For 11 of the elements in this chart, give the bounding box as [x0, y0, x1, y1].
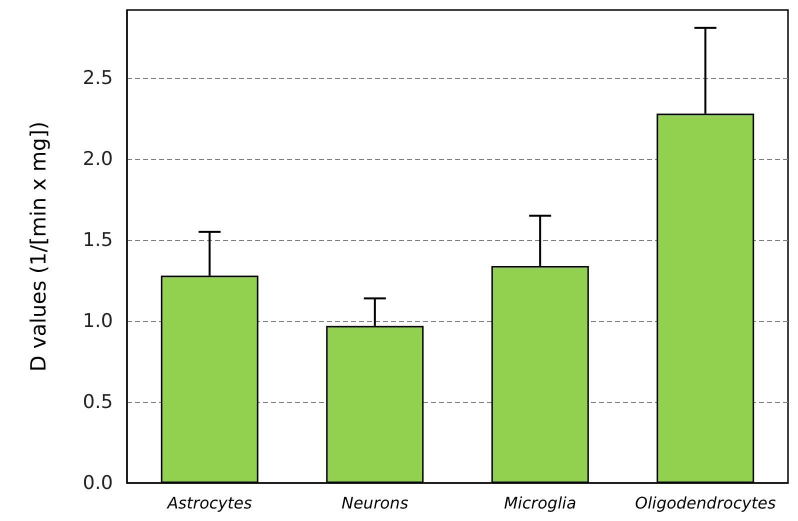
y-tick-label: 1.5 — [82, 229, 113, 252]
x-tick-label: Oligodendrocytes — [634, 494, 776, 512]
y-axis-title: D values (1/[min x mg]) — [26, 121, 50, 372]
x-tick-label: Astrocytes — [166, 494, 252, 512]
y-tick-label: 2.5 — [82, 67, 113, 90]
x-tick-label: Microglia — [504, 494, 576, 512]
y-tick-label: 2.0 — [82, 148, 113, 170]
y-tick-label: 0.0 — [82, 472, 113, 494]
y-tick-label: 0.5 — [82, 391, 113, 414]
y-tick-label: 1.0 — [82, 310, 113, 332]
x-tick-label: Neurons — [341, 494, 408, 512]
